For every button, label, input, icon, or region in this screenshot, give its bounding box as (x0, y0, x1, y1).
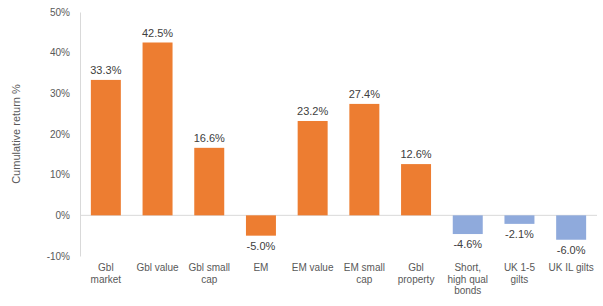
bar (194, 148, 224, 216)
label-line: cap (201, 274, 218, 285)
y-tick-label: 50% (50, 7, 70, 18)
y-axis-line (80, 13, 81, 257)
bar (91, 80, 121, 215)
x-tick-label: Gbl smallcap (188, 262, 230, 285)
y-axis: -10% 0% 10% 20% 30% 40% 50% (47, 7, 81, 262)
y-tick: 0% (56, 210, 80, 221)
x-tick: Gblproperty (398, 256, 435, 285)
bar (556, 215, 586, 239)
label-line: UK 1-5 (504, 262, 536, 273)
label-line: high qual (447, 274, 488, 285)
x-tick: Gbl smallcap (188, 256, 230, 285)
x-tick: EM (253, 256, 268, 273)
plot: -10% 0% 10% 20% 30% 40% 50% 33.3% 42.5% 16.6% -5.0… (47, 7, 598, 296)
x-axis: GblmarketGbl valueGbl smallcapEMEM value… (81, 256, 598, 296)
y-tick: 40% (50, 47, 80, 58)
chart: -10% 0% 10% 20% 30% 40% 50% 33.3% 42.5% 16.6% -5.0… (0, 0, 603, 306)
label-line: EM value (292, 262, 334, 273)
y-tick: 50% (50, 7, 80, 18)
bar (143, 43, 173, 216)
y-tick-label: -10% (47, 251, 70, 262)
data-label: 23.2% (297, 105, 328, 117)
data-label: -5.0% (247, 240, 276, 252)
data-label: 27.4% (349, 88, 380, 100)
x-tick: UK IL gilts (549, 256, 594, 273)
bar (453, 215, 483, 234)
label-line: gilts (511, 274, 529, 285)
label-line: Gbl (98, 262, 114, 273)
x-tick: Gbl value (136, 256, 179, 273)
x-tick: Short,high qualbonds (447, 256, 488, 296)
y-tick: -10% (47, 251, 80, 262)
x-tick-label: UK 1-5gilts (504, 262, 536, 285)
y-tick-label: 10% (50, 169, 70, 180)
data-label: -6.0% (557, 244, 586, 256)
x-tick-label: Gbl value (136, 262, 179, 273)
label-line: bonds (454, 285, 481, 296)
x-tick: EM smallcap (344, 256, 385, 285)
x-tick-label: Short,high qualbonds (447, 262, 488, 296)
x-tick-label: UK IL gilts (549, 262, 594, 273)
label-line: UK IL gilts (549, 262, 594, 273)
bars (91, 43, 586, 240)
x-tick-label: Gblmarket (91, 262, 122, 285)
y-axis-title: Cumulative return % (10, 84, 22, 184)
y-tick-label: 0% (56, 210, 71, 221)
x-tick-label: Gblproperty (398, 262, 435, 285)
data-label: 33.3% (90, 64, 121, 76)
x-axis-line (81, 256, 598, 257)
x-tick: UK 1-5gilts (504, 256, 536, 285)
y-tick: 20% (50, 129, 80, 140)
x-tick-label: EM value (292, 262, 334, 273)
bar (504, 215, 534, 224)
label-line: Gbl value (136, 262, 179, 273)
data-label: -2.1% (505, 228, 534, 240)
x-tick: EM value (292, 256, 334, 273)
label-line: Short, (454, 262, 481, 273)
label-line: cap (356, 274, 373, 285)
y-tick-label: 20% (50, 129, 70, 140)
y-tick: 10% (50, 169, 80, 180)
data-label: 12.6% (400, 148, 431, 160)
label-line: EM small (344, 262, 385, 273)
y-tick-label: 40% (50, 47, 70, 58)
data-label: 42.5% (142, 27, 173, 39)
y-tick-label: 30% (50, 88, 70, 99)
y-tick: 30% (50, 88, 80, 99)
x-tick-label: EM smallcap (344, 262, 385, 285)
bar (401, 164, 431, 215)
bar (349, 104, 379, 215)
label-line: Gbl (408, 262, 424, 273)
label-line: market (91, 274, 122, 285)
data-label: -4.6% (453, 238, 482, 250)
x-tick: Gblmarket (91, 256, 122, 285)
bar (298, 121, 328, 215)
data-label: 16.6% (194, 132, 225, 144)
label-line: Gbl small (188, 262, 230, 273)
bar (246, 215, 276, 235)
data-labels: 33.3% 42.5% 16.6% -5.0% 23.2% 27.4% 12.6% -4.6%… (90, 27, 585, 256)
x-tick-label: EM (253, 262, 268, 273)
label-line: property (398, 274, 435, 285)
